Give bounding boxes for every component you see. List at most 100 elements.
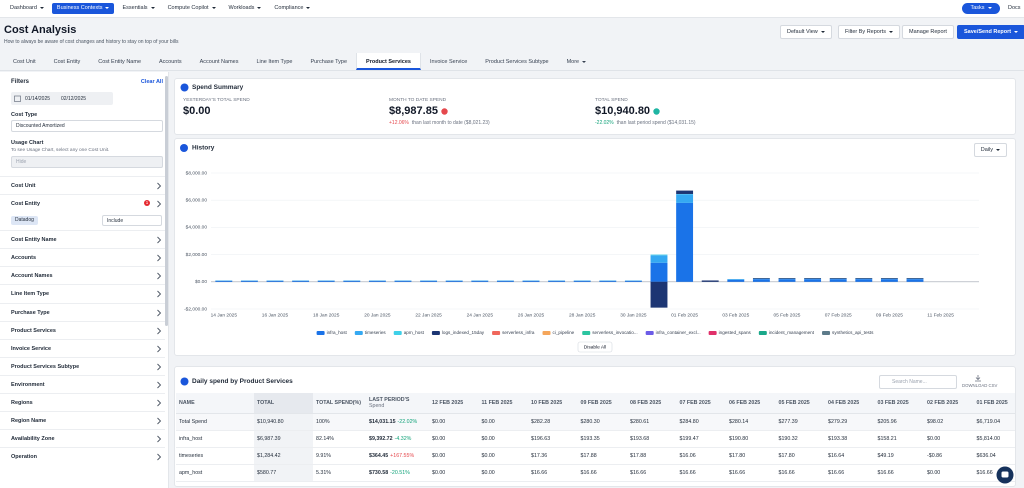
cell-day: $16.66 [825, 464, 875, 482]
nav-item[interactable]: Dashboard [5, 3, 49, 14]
filter-section[interactable]: Cost Entity 1 Datadog Include [0, 194, 165, 230]
tab[interactable]: Cost Unit [13, 59, 36, 65]
icon [157, 363, 162, 371]
last-period-value: $730.58 [369, 470, 389, 476]
y-tick-label: $6,000.00 [186, 197, 208, 203]
cell-day: $280.61 [627, 413, 677, 431]
bar-segment [804, 278, 822, 279]
filter-section-label: Cost Entity Name [11, 237, 57, 244]
download-csv[interactable]: DOWNLOAD CSV [962, 383, 998, 388]
chevron [157, 345, 162, 353]
tab[interactable]: Cost Entity [53, 59, 81, 65]
filter-section[interactable]: Region Name [0, 411, 165, 429]
x-tick-label: 30 Jan 2025 [620, 312, 647, 318]
tab-more[interactable]: More [558, 53, 596, 70]
chevron [157, 417, 162, 425]
cell-day: $16.64 [825, 447, 875, 465]
filter-section[interactable]: Regions [0, 393, 165, 411]
filter-mode-select[interactable]: Include [102, 215, 162, 227]
y-tick-label: $0.00 [195, 279, 207, 285]
usage-chart-select[interactable]: Hide [11, 156, 163, 168]
bar-segment [599, 280, 617, 282]
filter-sidebar: Filters Clear All 01/14/2025 02/12/2025 Cost… [0, 72, 169, 488]
cell-day: $16.66 [528, 464, 578, 482]
filter-section[interactable]: Availability Zone [0, 429, 165, 447]
filter-section[interactable]: Environment [0, 374, 165, 393]
filter-section[interactable]: Cost Unit [0, 176, 165, 194]
x-tick-label: 05 Feb 2025 [774, 312, 801, 318]
legend-label: serverless_infra [502, 330, 535, 335]
tasks-button[interactable]: Tasks [962, 3, 1000, 14]
legend-label: logs_indexed_15day [442, 330, 485, 335]
nav-item[interactable]: Compute Copilot [163, 3, 221, 14]
header-button[interactable]: Save/Send Report [957, 25, 1024, 39]
filter-section[interactable]: Invoice Service [0, 338, 165, 357]
nav-item[interactable]: Workloads [224, 3, 267, 14]
interval-select[interactable]: Daily [973, 143, 1007, 157]
chevron [157, 200, 162, 208]
filter-section-label: Purchase Type [11, 309, 50, 316]
header-button[interactable]: Manage Report [902, 25, 954, 39]
filter-section[interactable]: Line Item Type [0, 284, 165, 302]
cell-day: $17.80 [775, 447, 825, 465]
chevron [157, 309, 162, 316]
x-tick-label: 18 Jan 2025 [313, 312, 340, 318]
date-range[interactable]: 01/14/2025 02/12/2025 [11, 92, 113, 105]
header-button[interactable]: Filter By Reports [838, 25, 900, 39]
column-header-label: 06 FEB 2025 [729, 400, 761, 406]
filter-section[interactable]: Account Names [0, 266, 165, 284]
cell-day: $16.06 [676, 447, 726, 465]
nav-item[interactable]: Compliance [269, 3, 315, 14]
tab-bar: Cost Unit Cost Entity Cost Entity Name Acco… [0, 53, 1024, 71]
cell-day: $196.63 [528, 430, 578, 448]
legend-label: infra_host [327, 330, 348, 335]
chevron [157, 291, 162, 298]
cost-type-select[interactable]: Discounted Amortized [11, 120, 163, 132]
bar-segment [829, 278, 847, 279]
search-input[interactable]: Search Name... [879, 375, 957, 389]
bar-segment [778, 279, 796, 282]
cell-day: $0.00 [478, 447, 528, 465]
nav-item[interactable]: Business Contexts [51, 3, 115, 14]
filter-chip[interactable]: Datadog [11, 216, 38, 226]
filter-section[interactable]: Operation [0, 447, 165, 465]
filter-section[interactable]: Cost Entity Name [0, 230, 165, 248]
table-row: timeseries $1,284.42 9.91% $364.45 +167.55% $… [176, 447, 1015, 465]
tab[interactable]: Product Services [356, 53, 421, 70]
column-header-label: LAST PERIOD'S [369, 397, 410, 403]
x-tick-label: 14 Jan 2025 [211, 312, 238, 318]
tab[interactable]: Line Item Type [256, 59, 293, 65]
tab[interactable]: Accounts [159, 59, 182, 65]
cell-last-period: $14,031.15 -22.02% [366, 413, 429, 431]
docs-link[interactable]: Docs [1008, 5, 1021, 11]
page-title: Cost Analysis [4, 24, 77, 36]
filter-section[interactable]: Purchase Type [0, 302, 165, 321]
chevron [157, 381, 162, 389]
cell-day: $199.47 [676, 430, 726, 448]
clear-all[interactable]: Clear All [140, 79, 163, 85]
tab[interactable]: Product Services Subtype [485, 59, 549, 65]
bar-segment [829, 279, 847, 282]
tab[interactable]: Account Names [199, 59, 239, 65]
cell-day: $193.68 [627, 430, 677, 448]
bar-segment [650, 255, 668, 263]
header-button[interactable]: Default View [780, 25, 832, 39]
icon [157, 453, 162, 461]
column-header-label: 10 FEB 2025 [531, 400, 563, 406]
filter-section[interactable]: Product Services [0, 320, 165, 339]
filter-section[interactable]: Product Services Subtype [0, 356, 165, 375]
icon [157, 272, 162, 280]
bar-segment [420, 280, 438, 282]
cell-share: 82.14% [313, 430, 366, 448]
tab[interactable]: Purchase Type [310, 59, 348, 65]
tab[interactable]: Invoice Service [429, 59, 468, 65]
table-title: Daily spend by Product Services [192, 378, 293, 385]
filter-section-label: Regions [11, 400, 33, 406]
info-icon [653, 108, 660, 115]
nav-item[interactable]: Essentials [117, 3, 159, 14]
bar-segment [650, 281, 668, 308]
tab[interactable]: Cost Entity Name [98, 59, 142, 65]
filter-section[interactable]: Accounts [0, 248, 165, 266]
last-period-value: $364.45 [369, 453, 389, 459]
legend-label: serverless_invocatio... [592, 330, 637, 335]
